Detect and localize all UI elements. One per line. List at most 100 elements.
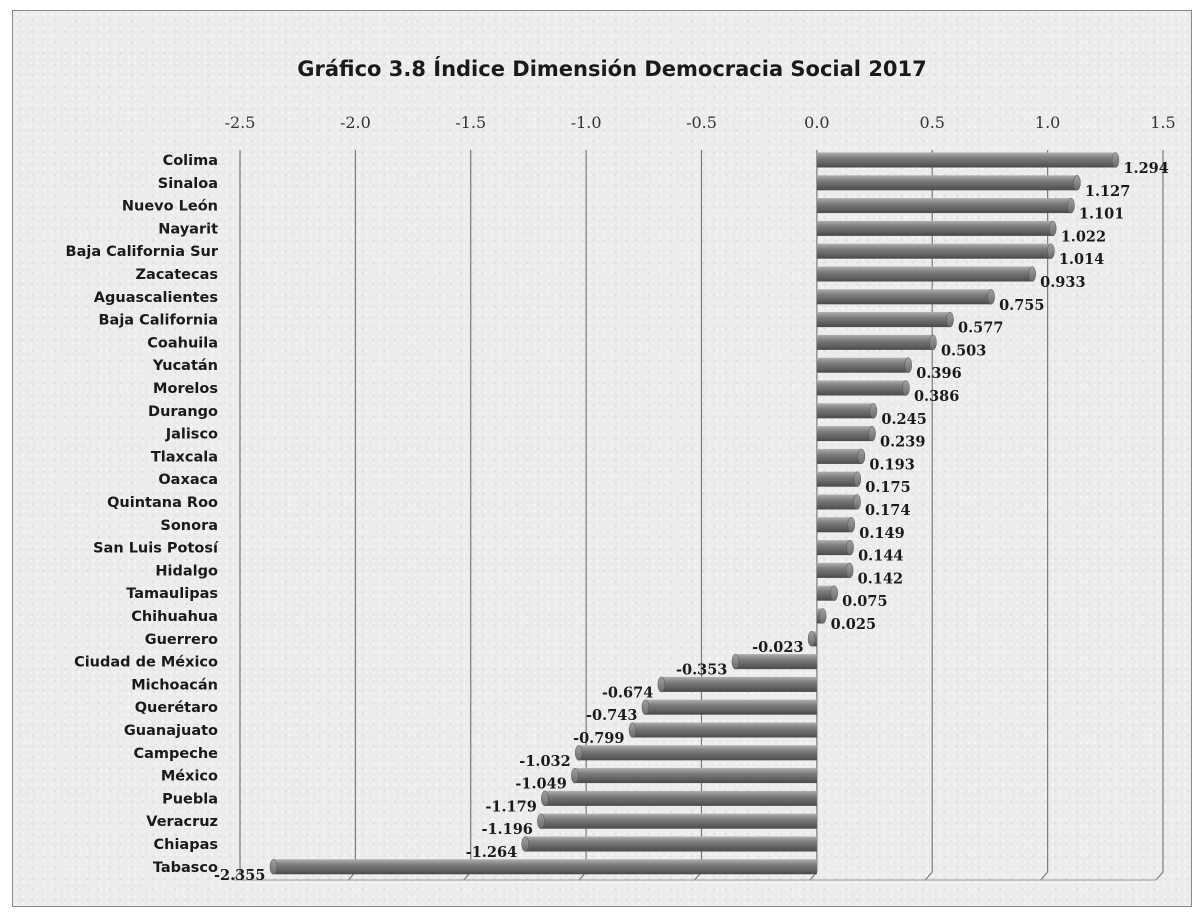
bar <box>816 357 913 373</box>
bar-body <box>816 175 1077 191</box>
bar <box>816 266 1036 282</box>
bar-cap <box>853 494 861 510</box>
x-tick-label: 1.0 <box>1035 113 1060 132</box>
bar-body <box>816 152 1116 168</box>
x-tick-label: 0.0 <box>804 113 829 132</box>
data-label: 0.144 <box>858 548 903 565</box>
bar-body <box>816 266 1033 282</box>
gridline-floor <box>1040 871 1049 881</box>
data-label: 0.386 <box>914 388 959 405</box>
data-label: 0.577 <box>958 320 1003 337</box>
category-label: Ciudad de México <box>74 655 218 671</box>
category-label: Oaxaca <box>158 472 218 488</box>
category-label: Zacatecas <box>136 267 218 283</box>
x-axis-ticks: -2.5 -2.0 -1.5 -1.0 -0.5 0.0 0.5 1.0 1.5 <box>225 113 1176 132</box>
x-tick-label: -0.5 <box>686 113 717 132</box>
bar-body <box>816 426 873 442</box>
bar-cap <box>628 722 637 738</box>
bar <box>657 676 817 693</box>
bar-cap <box>902 380 910 396</box>
bar-body <box>816 403 874 419</box>
data-label: -0.674 <box>602 684 653 701</box>
bar <box>541 790 817 807</box>
bar-cap <box>869 403 878 419</box>
bar-cap <box>818 608 827 624</box>
bar <box>816 517 856 533</box>
data-label: 0.239 <box>880 434 925 451</box>
category-label: Baja California Sur <box>66 244 219 260</box>
data-label: 0.193 <box>869 456 914 473</box>
bar-cap <box>537 813 545 829</box>
bar-cap <box>1067 197 1075 214</box>
data-label: -0.743 <box>586 707 637 724</box>
data-label: 0.174 <box>865 502 910 519</box>
bar-cap <box>853 471 862 487</box>
bar <box>816 585 838 601</box>
bar-cap <box>807 631 816 647</box>
bar-body <box>273 859 817 875</box>
bar <box>521 836 817 852</box>
x-tick-label: -1.0 <box>571 113 602 132</box>
bar-body <box>735 654 817 670</box>
data-label: -0.799 <box>573 730 624 747</box>
category-label: Tamaulipas <box>126 586 218 602</box>
bar-cap <box>269 859 278 875</box>
category-label: Guerrero <box>145 632 218 648</box>
bar-cap <box>987 289 995 305</box>
bar <box>641 699 817 715</box>
bar <box>816 403 878 419</box>
bar-body <box>816 198 1071 214</box>
category-label: Morelos <box>153 381 218 397</box>
category-label: Sinaloa <box>158 176 218 192</box>
bar <box>816 220 1057 237</box>
category-label: Nuevo León <box>122 199 218 215</box>
bar <box>816 197 1075 214</box>
bar-cap <box>868 425 876 442</box>
bar <box>628 722 817 738</box>
data-label: -0.023 <box>752 639 803 656</box>
bar <box>571 767 817 784</box>
bar <box>731 653 817 670</box>
bar <box>816 425 876 442</box>
category-label: Quintana Roo <box>107 495 218 511</box>
bar-cap <box>521 836 529 852</box>
data-label: 1.022 <box>1061 228 1106 245</box>
category-label: Michoacán <box>131 677 218 693</box>
category-label: Aguascalientes <box>94 290 218 306</box>
bar-body <box>816 243 1051 259</box>
category-label: Durango <box>148 404 218 420</box>
bar-cap <box>574 745 583 761</box>
bar-body <box>540 813 817 829</box>
category-labels: Colima Sinaloa Nuevo León Nayarit Baja Calif… <box>66 153 220 876</box>
bar <box>816 471 862 487</box>
data-labels: 1.294 1.127 1.101 1.022 1.014 0.933 0.755 0.577… <box>214 160 1169 884</box>
category-label: Hidalgo <box>155 563 218 579</box>
data-label: -1.049 <box>515 776 566 793</box>
bar-body <box>816 540 851 556</box>
bar-cap <box>657 676 666 693</box>
bar <box>816 608 827 624</box>
bar-cap <box>1073 175 1081 191</box>
x-tick-label: -1.5 <box>455 113 486 132</box>
bar-cap <box>541 790 549 807</box>
bar <box>816 152 1120 168</box>
bar-cap <box>946 311 954 328</box>
bar <box>816 494 861 510</box>
category-label: Colima <box>163 153 218 169</box>
category-label: Campeche <box>133 746 218 762</box>
bar-body <box>525 836 817 852</box>
data-label: -1.196 <box>481 821 532 838</box>
category-label: Nayarit <box>158 221 218 237</box>
data-label: -1.179 <box>485 798 536 815</box>
category-label: San Luis Potosí <box>93 541 219 557</box>
bar <box>816 334 937 351</box>
data-label: 0.025 <box>831 616 876 633</box>
bar <box>816 448 866 465</box>
data-label: 1.127 <box>1085 183 1130 200</box>
bar-body <box>816 380 906 396</box>
category-label: Sonora <box>160 518 218 534</box>
bar-body <box>578 745 817 761</box>
bar-cap <box>846 539 854 556</box>
x-tick-label: -2.0 <box>340 113 371 132</box>
category-label: Veracruz <box>146 814 218 830</box>
